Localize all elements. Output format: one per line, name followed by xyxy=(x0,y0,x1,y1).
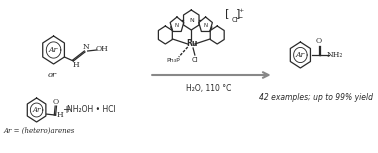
Text: Cl: Cl xyxy=(232,17,239,23)
Text: or: or xyxy=(47,71,56,79)
Text: NH₂: NH₂ xyxy=(327,51,344,59)
Text: NH₂OH • HCl: NH₂OH • HCl xyxy=(67,106,116,114)
Text: −: − xyxy=(238,15,243,19)
Text: Ar = (hetero)arenes: Ar = (hetero)arenes xyxy=(3,127,75,135)
Text: N: N xyxy=(203,22,208,28)
Text: OH: OH xyxy=(96,45,108,53)
Text: +: + xyxy=(239,7,244,13)
Text: O: O xyxy=(53,98,59,106)
Text: N: N xyxy=(175,22,179,28)
Text: 42 examples; up to 99% yield: 42 examples; up to 99% yield xyxy=(259,93,373,103)
Text: O: O xyxy=(316,37,322,45)
Text: N: N xyxy=(189,17,194,22)
Text: Ar: Ar xyxy=(296,51,305,59)
Text: +: + xyxy=(62,105,70,115)
Text: Cl: Cl xyxy=(192,57,198,63)
Text: N: N xyxy=(82,43,89,51)
Text: Ph₃P: Ph₃P xyxy=(167,58,180,62)
Text: [: [ xyxy=(225,8,229,18)
Text: H: H xyxy=(73,61,79,69)
Text: H₂O, 110 °C: H₂O, 110 °C xyxy=(186,84,232,93)
Text: ]: ] xyxy=(235,8,240,18)
Text: H: H xyxy=(57,111,64,119)
Text: Ru: Ru xyxy=(186,39,198,47)
Text: Ar: Ar xyxy=(33,106,41,114)
Text: Ar: Ar xyxy=(49,46,58,54)
